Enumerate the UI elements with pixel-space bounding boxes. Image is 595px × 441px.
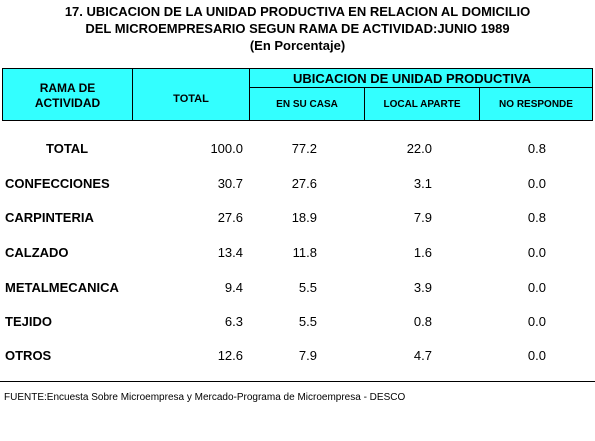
divider bbox=[0, 381, 595, 382]
title-line-2: DEL MICROEMPRESARIO SEGUN RAMA DE ACTIVI… bbox=[85, 21, 510, 36]
title-line-3: (En Porcentaje) bbox=[249, 38, 346, 53]
row-label: OTROS bbox=[5, 348, 52, 363]
source-footnote: FUENTE:Encuesta Sobre Microempresa y Mer… bbox=[4, 392, 406, 403]
header-total: TOTAL bbox=[133, 69, 250, 120]
row-label: TEJIDO bbox=[5, 314, 52, 329]
table-row: TOTAL 100.0 77.2 22.0 0.8 bbox=[0, 140, 595, 158]
header-ubicacion: UBICACION DE UNIDAD PRODUCTIVA bbox=[250, 69, 592, 88]
cell-en-su-casa: 7.9 bbox=[298, 348, 317, 363]
cell-total: 6.3 bbox=[224, 314, 243, 329]
cell-no-responde: 0.8 bbox=[527, 210, 546, 225]
cell-total: 13.4 bbox=[217, 245, 243, 260]
table-row: CONFECCIONES 30.7 27.6 3.1 0.0 bbox=[0, 175, 595, 193]
header-local-aparte: LOCAL APARTE bbox=[365, 88, 480, 120]
cell-local-aparte: 4.7 bbox=[413, 348, 432, 363]
cell-no-responde: 0.0 bbox=[527, 314, 546, 329]
header-no-responde: NO RESPONDE bbox=[499, 98, 573, 110]
cell-no-responde: 0.0 bbox=[527, 245, 546, 260]
cell-total: 30.7 bbox=[217, 176, 243, 191]
cell-total: 9.4 bbox=[224, 280, 243, 295]
cell-no-responde: 0.0 bbox=[527, 176, 546, 191]
cell-en-su-casa: 5.5 bbox=[298, 314, 317, 329]
cell-total: 27.6 bbox=[217, 210, 243, 225]
cell-total: 12.6 bbox=[217, 348, 243, 363]
cell-local-aparte: 3.1 bbox=[413, 176, 432, 191]
cell-local-aparte: 3.9 bbox=[413, 280, 432, 295]
row-label: METALMECANICA bbox=[5, 280, 119, 295]
table-row: TEJIDO 6.3 5.5 0.8 0.0 bbox=[0, 313, 595, 331]
row-label: TOTAL bbox=[46, 141, 89, 156]
header-en-su-casa: EN SU CASA bbox=[250, 88, 365, 120]
cell-en-su-casa: 5.5 bbox=[298, 280, 317, 295]
cell-local-aparte: 22.0 bbox=[406, 141, 432, 156]
table-row: CARPINTERIA 27.6 18.9 7.9 0.8 bbox=[0, 209, 595, 227]
title-line-1: 17. UBICACION DE LA UNIDAD PRODUCTIVA EN… bbox=[64, 4, 531, 19]
table-header: RAMA DE ACTIVIDAD TOTAL UBICACION DE UNI… bbox=[2, 68, 593, 121]
cell-no-responde: 0.0 bbox=[527, 348, 546, 363]
table-row: CALZADO 13.4 11.8 1.6 0.0 bbox=[0, 244, 595, 262]
cell-local-aparte: 1.6 bbox=[413, 245, 432, 260]
cell-total: 100.0 bbox=[210, 141, 243, 156]
header-rama-line-2: ACTIVIDAD bbox=[34, 95, 101, 110]
cell-en-su-casa: 18.9 bbox=[291, 210, 317, 225]
table-title: 17. UBICACION DE LA UNIDAD PRODUCTIVA EN… bbox=[0, 3, 595, 54]
table-row: OTROS 12.6 7.9 4.7 0.0 bbox=[0, 347, 595, 365]
cell-no-responde: 0.0 bbox=[527, 280, 546, 295]
row-label: CARPINTERIA bbox=[5, 210, 94, 225]
cell-local-aparte: 0.8 bbox=[413, 314, 432, 329]
cell-en-su-casa: 77.2 bbox=[291, 141, 317, 156]
cell-local-aparte: 7.9 bbox=[413, 210, 432, 225]
row-label: CONFECCIONES bbox=[5, 176, 110, 191]
row-label: CALZADO bbox=[5, 245, 69, 260]
table-row: METALMECANICA 9.4 5.5 3.9 0.0 bbox=[0, 279, 595, 297]
cell-en-su-casa: 27.6 bbox=[291, 176, 317, 191]
cell-en-su-casa: 11.8 bbox=[292, 245, 317, 260]
header-rama-actividad: RAMA DE ACTIVIDAD bbox=[3, 69, 133, 120]
cell-no-responde: 0.8 bbox=[527, 141, 546, 156]
header-rama-line-1: RAMA DE bbox=[39, 80, 96, 95]
